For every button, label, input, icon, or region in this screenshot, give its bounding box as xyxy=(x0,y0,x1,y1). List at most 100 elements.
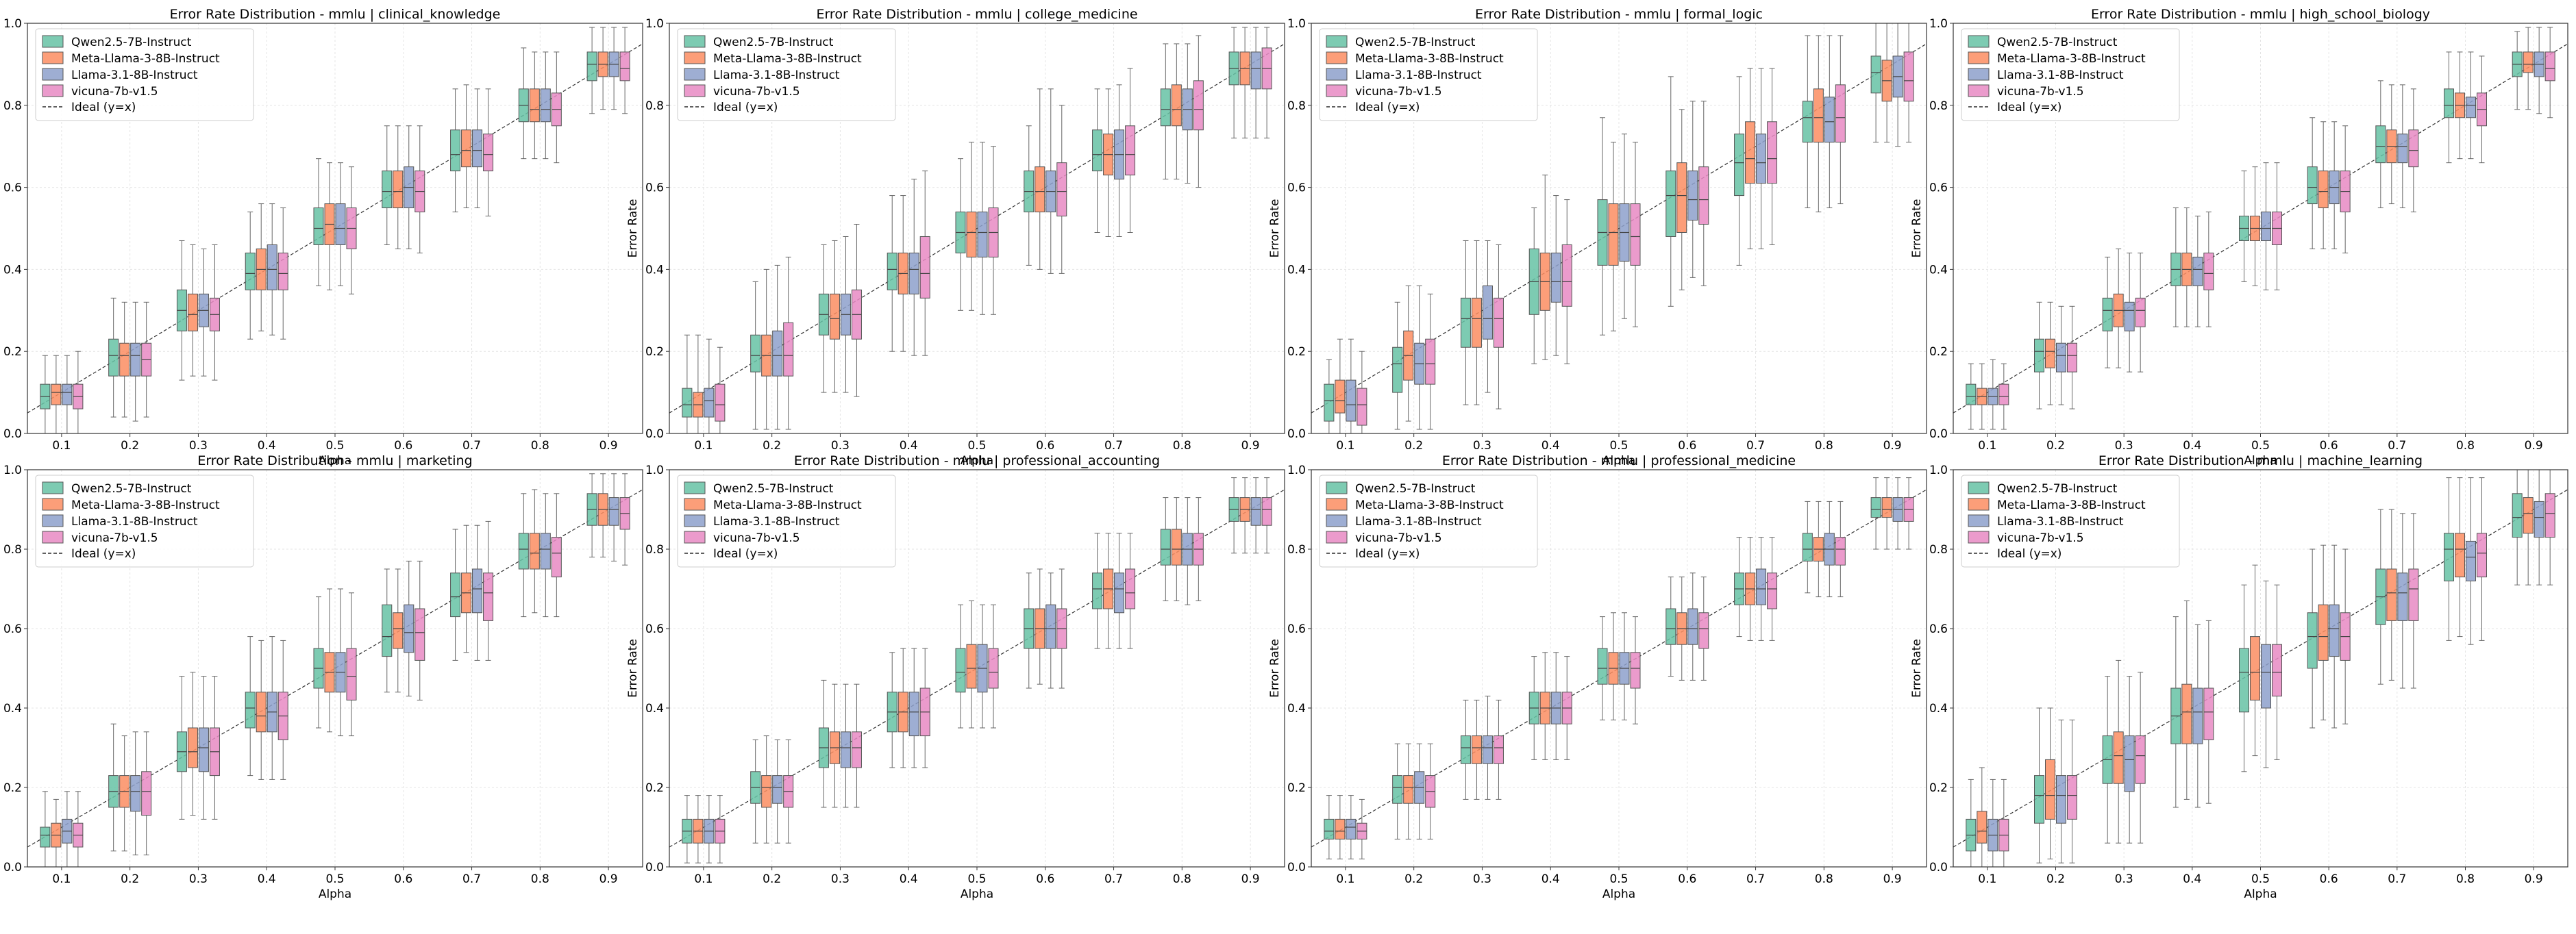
box-plot xyxy=(1335,338,1346,434)
legend: Qwen2.5-7B-Instruct Meta-Llama-3-8B-Instr… xyxy=(1961,28,2180,121)
box-plot xyxy=(1357,798,1367,859)
legend-ideal-label: Ideal (y=x) xyxy=(71,101,136,114)
box-plot xyxy=(1767,537,1778,641)
y-tick-label: 0.4 xyxy=(1929,263,1948,277)
box xyxy=(1756,134,1767,184)
y-axis-label: Error Rate xyxy=(1268,199,1282,258)
box xyxy=(829,293,840,340)
box xyxy=(461,129,472,168)
box-plot xyxy=(1987,779,1998,868)
box xyxy=(2466,540,2476,581)
box-plot xyxy=(897,648,908,768)
y-tick-label: 0.2 xyxy=(1287,781,1306,795)
box-plot xyxy=(1734,76,1745,266)
box-plot xyxy=(1045,88,1056,274)
box xyxy=(1357,388,1367,426)
box xyxy=(772,775,783,804)
x-tick-label: 0.9 xyxy=(1883,439,1902,453)
box xyxy=(2135,297,2146,327)
legend-swatch xyxy=(42,51,64,64)
y-tick-label: 0.2 xyxy=(3,345,22,359)
box xyxy=(2056,775,2066,824)
box xyxy=(108,338,119,377)
y-tick-label: 0.2 xyxy=(1287,345,1306,359)
x-tick-label: 0.9 xyxy=(1883,872,1902,886)
y-tick-label: 0.8 xyxy=(3,543,22,557)
legend-swatch xyxy=(1968,514,1990,527)
box-plot xyxy=(2477,477,2487,641)
box xyxy=(2124,735,2135,792)
box xyxy=(1597,648,1608,685)
box xyxy=(761,775,772,808)
box xyxy=(245,252,256,290)
x-tick-label: 0.3 xyxy=(1473,439,1491,453)
box xyxy=(619,51,630,81)
box xyxy=(1676,162,1687,233)
x-tick-label: 0.4 xyxy=(900,439,918,453)
box-plot xyxy=(1561,199,1572,364)
x-tick-label: 0.3 xyxy=(831,439,850,453)
box-plot xyxy=(540,51,551,160)
y-tick-label: 0.0 xyxy=(1287,861,1306,874)
box xyxy=(2192,256,2203,286)
ideal-line xyxy=(669,489,1285,848)
box-plot xyxy=(966,600,977,729)
box xyxy=(2067,775,2077,820)
box xyxy=(2307,612,2318,669)
box-plot xyxy=(1687,101,1698,278)
chart-title: Error Rate Distribution - mmlu | profess… xyxy=(1442,453,1796,468)
legend-label: Qwen2.5-7B-Instruct xyxy=(1997,482,2118,496)
box-plot xyxy=(2239,171,2249,282)
box xyxy=(277,252,288,290)
box-plot xyxy=(761,735,772,844)
legend-label: Qwen2.5-7B-Instruct xyxy=(1355,482,1476,496)
box xyxy=(130,342,141,377)
box xyxy=(267,244,277,290)
x-tick-label: 0.2 xyxy=(1404,439,1423,453)
x-tick-label: 0.3 xyxy=(189,439,208,453)
box xyxy=(1665,171,1676,237)
x-tick-label: 0.3 xyxy=(2115,872,2133,886)
legend-frame xyxy=(35,475,254,568)
box-plot xyxy=(1035,568,1045,685)
box-plot xyxy=(1966,363,1977,430)
box-plot xyxy=(1870,477,1881,550)
legend-swatch xyxy=(684,68,706,81)
box-plot xyxy=(198,676,209,820)
box-plot xyxy=(2444,477,2454,641)
box-plot xyxy=(2124,252,2135,373)
box-plot xyxy=(256,203,267,331)
box xyxy=(1471,297,1482,348)
legend: Qwen2.5-7B-Instruct Meta-Llama-3-8B-Instr… xyxy=(677,475,896,568)
chart-title: Error Rate Distribution - mmlu | high_sc… xyxy=(2091,7,2430,22)
x-tick-label: 0.1 xyxy=(1336,439,1354,453)
box-plot xyxy=(715,795,726,863)
box-plot xyxy=(1734,537,1745,638)
box xyxy=(608,497,619,526)
box-plot xyxy=(187,244,198,377)
box-plot xyxy=(1892,23,1903,147)
box xyxy=(62,383,73,405)
box-plot xyxy=(772,739,783,844)
legend-label: Meta-Llama-3-8B-Instruct xyxy=(1997,498,2146,512)
y-tick-label: 1.0 xyxy=(1929,17,1948,31)
legend-label: Qwen2.5-7B-Instruct xyxy=(71,36,192,49)
box xyxy=(2329,604,2340,657)
box-plot xyxy=(472,88,483,209)
box xyxy=(1335,818,1346,840)
box-plot xyxy=(1324,795,1335,859)
x-tick-label: 0.5 xyxy=(2251,872,2270,886)
box xyxy=(1114,572,1125,614)
box-plot xyxy=(529,489,540,614)
chart-title: Error Rate Distribution - mmlu | clinica… xyxy=(170,7,501,22)
box-plot xyxy=(1114,533,1125,649)
box-plot xyxy=(887,652,897,768)
box xyxy=(1324,818,1335,840)
box-plot xyxy=(1482,696,1493,800)
box-plot xyxy=(1539,175,1550,360)
box-plot xyxy=(1425,293,1436,430)
box xyxy=(450,129,461,172)
legend-label: vicuna-7b-v1.5 xyxy=(713,531,800,545)
box-plot xyxy=(1977,363,1987,430)
